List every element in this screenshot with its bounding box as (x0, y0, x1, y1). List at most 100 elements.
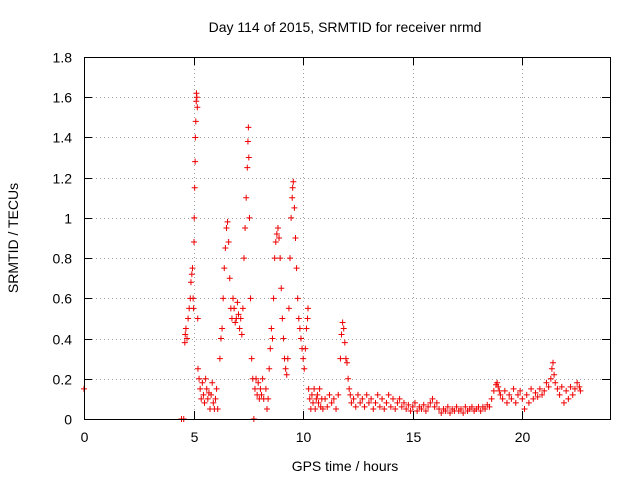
data-point (295, 315, 302, 322)
data-point (532, 389, 539, 396)
x-tick-label: 20 (515, 429, 531, 445)
data-point (301, 365, 308, 372)
data-point (556, 391, 563, 398)
data-point (333, 405, 340, 412)
data-point (269, 335, 276, 342)
data-point (348, 399, 355, 406)
data-point (563, 387, 570, 394)
data-point (308, 391, 315, 398)
data-point (276, 235, 283, 241)
data-point (381, 405, 388, 412)
data-point (225, 239, 232, 246)
data-point (550, 359, 557, 366)
data-point (268, 325, 275, 332)
data-point (239, 305, 246, 312)
data-point (517, 387, 524, 394)
data-point (346, 385, 353, 392)
data-point (274, 224, 281, 231)
data-point (494, 379, 501, 386)
data-point (530, 395, 537, 402)
data-point (187, 279, 194, 286)
data-point (354, 391, 361, 398)
data-point (184, 335, 191, 342)
data-point (203, 385, 210, 392)
y-tick-label: 1.2 (53, 171, 73, 187)
data-point (571, 385, 578, 392)
y-tick-label: 0.6 (53, 291, 73, 307)
data-point (539, 391, 546, 398)
data-point (302, 345, 309, 352)
data-point (363, 391, 370, 398)
data-point (335, 391, 342, 398)
data-point (560, 399, 567, 406)
data-point (506, 391, 513, 398)
data-point (240, 255, 247, 262)
data-point (425, 403, 432, 410)
data-point (197, 385, 204, 392)
data-point (265, 395, 272, 402)
data-point (385, 391, 392, 398)
data-point (312, 405, 319, 412)
data-point (337, 355, 344, 362)
data-point (267, 345, 274, 352)
data-point (191, 214, 198, 221)
data-point (224, 218, 231, 225)
data-point (293, 265, 300, 272)
data-point (442, 407, 449, 414)
data-point (234, 299, 241, 306)
data-point (387, 403, 394, 410)
data-point (510, 385, 517, 392)
data-point (253, 375, 260, 382)
y-tick-label: 1.6 (53, 90, 73, 106)
data-point (194, 315, 201, 322)
y-axis-label: SRMTID / TECUs (5, 183, 21, 293)
data-point (212, 395, 219, 402)
data-point (284, 355, 291, 362)
data-point (543, 379, 550, 386)
data-point (190, 295, 197, 302)
data-point (519, 395, 526, 402)
data-point (310, 399, 317, 406)
data-point (289, 184, 296, 191)
data-point (565, 395, 572, 402)
data-point (245, 124, 252, 131)
data-point (255, 379, 262, 386)
data-point (324, 403, 331, 410)
data-point (287, 255, 294, 262)
data-point (512, 399, 519, 406)
data-point (328, 399, 335, 406)
data-layer (81, 90, 584, 422)
data-point (574, 379, 581, 386)
data-point (196, 375, 203, 382)
data-point (248, 355, 255, 362)
data-point (288, 214, 295, 221)
data-point (558, 383, 565, 390)
data-point (411, 399, 418, 406)
data-point (536, 385, 543, 392)
data-point (482, 405, 489, 412)
data-point (400, 399, 407, 406)
data-point (319, 405, 326, 412)
data-point (283, 371, 290, 378)
data-point (216, 355, 223, 362)
data-point (427, 399, 434, 406)
data-point (525, 399, 532, 406)
data-point (326, 391, 333, 398)
data-point (488, 395, 495, 402)
data-point (497, 391, 504, 398)
data-point (365, 399, 372, 406)
x-tick-label: 10 (296, 429, 312, 445)
grid-layer (84, 57, 610, 419)
data-point (523, 391, 530, 398)
data-point (567, 383, 574, 390)
data-point (468, 403, 475, 410)
data-point (341, 339, 348, 346)
data-point (438, 409, 445, 416)
data-point (201, 399, 208, 406)
data-point (359, 395, 366, 402)
data-point (422, 407, 429, 414)
data-point (322, 395, 329, 402)
data-point (508, 395, 515, 402)
data-point (290, 178, 297, 185)
